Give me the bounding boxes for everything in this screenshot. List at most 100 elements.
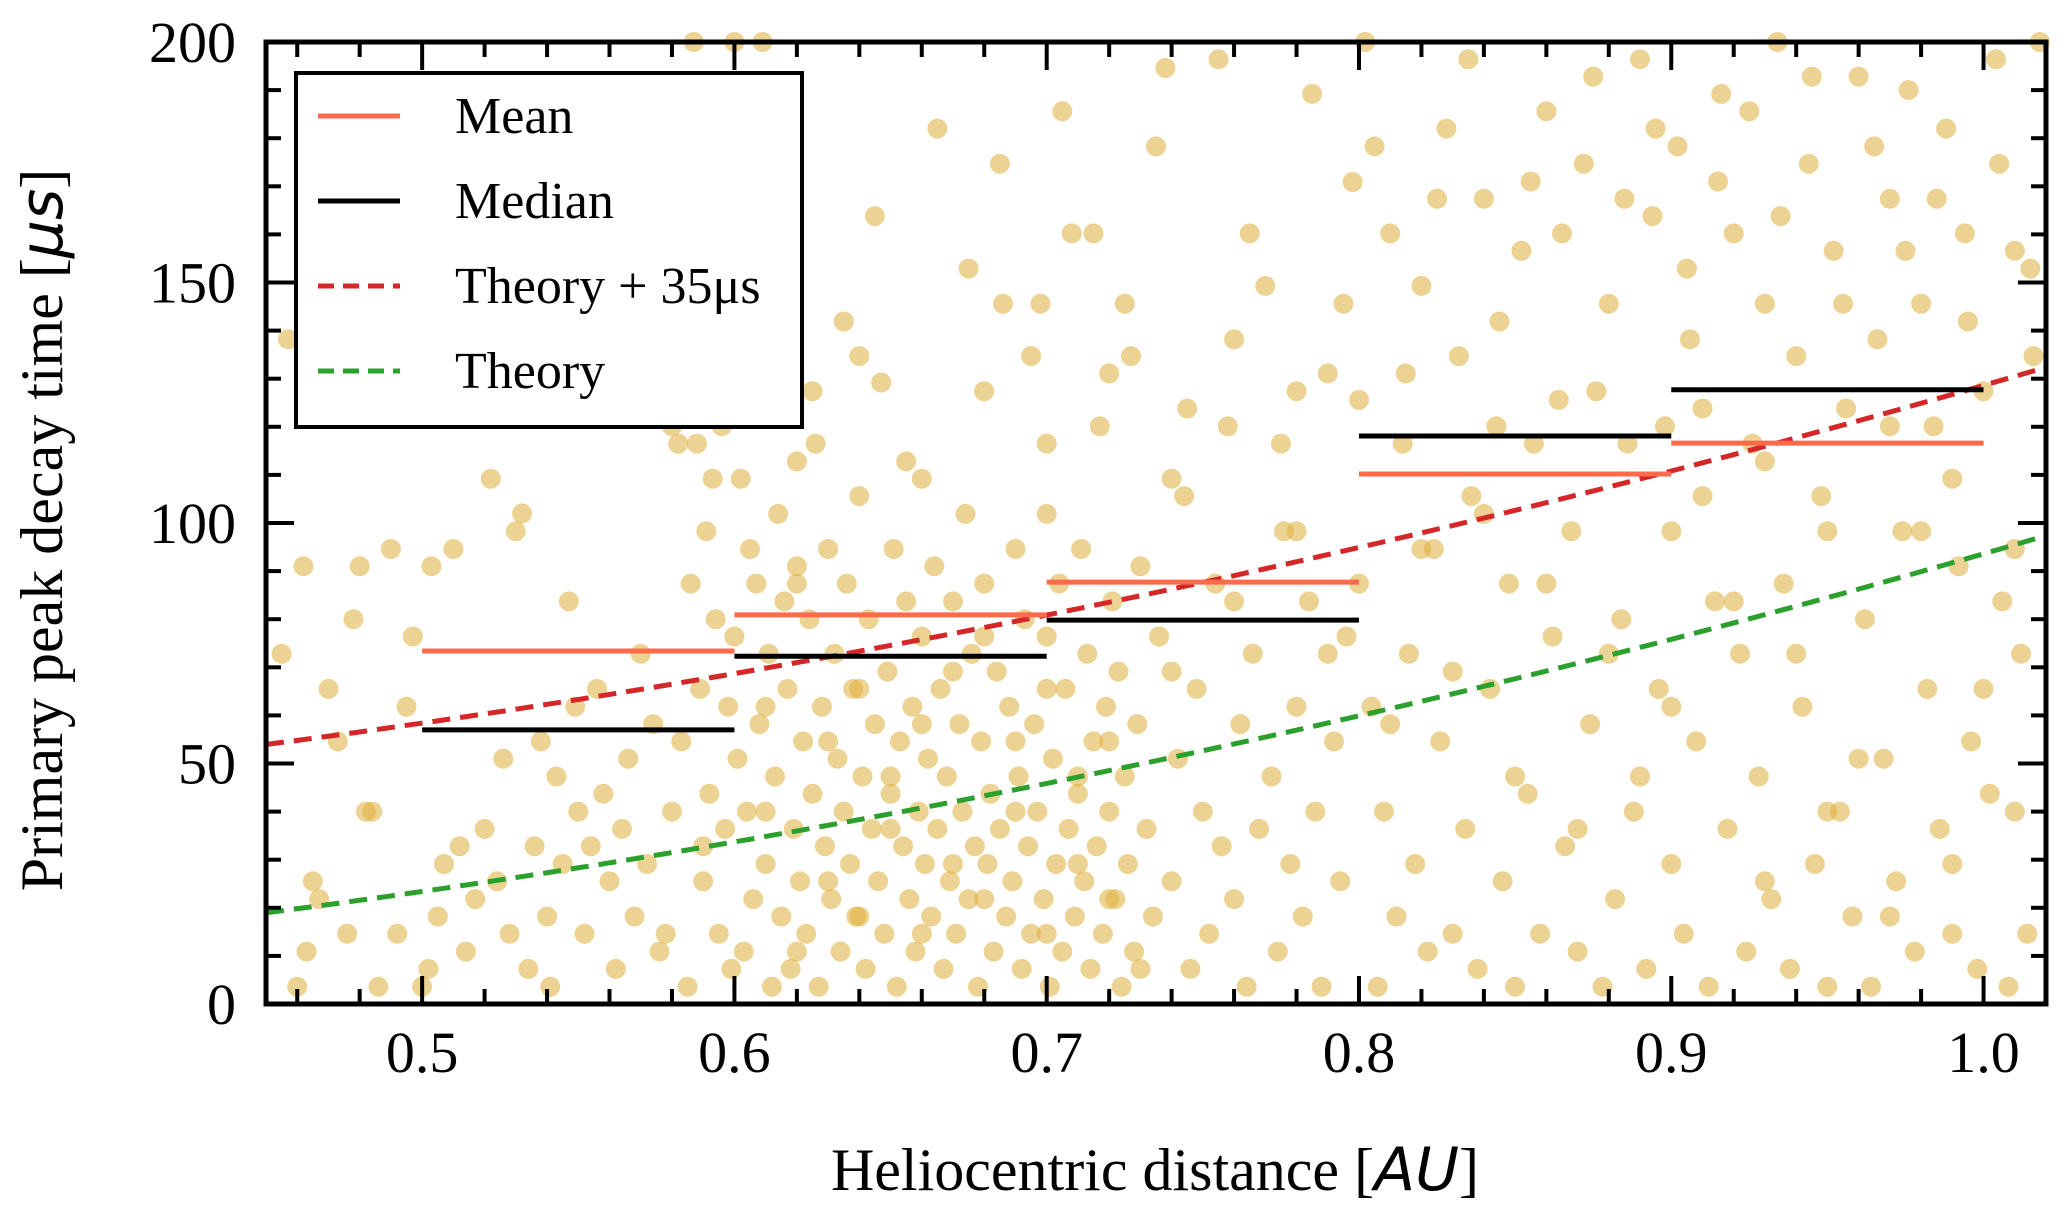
scatter-point — [818, 539, 839, 559]
legend-label: Mean — [455, 88, 573, 145]
scatter-point — [1286, 521, 1307, 542]
scatter-point — [765, 766, 785, 787]
scatter-point — [680, 573, 701, 594]
scatter-point — [974, 889, 995, 910]
scatter-point — [964, 836, 985, 857]
scatter-point — [480, 468, 501, 489]
scatter-point — [1311, 976, 1332, 997]
scatter-point — [1230, 714, 1251, 735]
scatter-point — [827, 748, 848, 769]
scatter-point — [1864, 136, 1885, 157]
x-axis-unit: AU — [1370, 1135, 1459, 1205]
scatter-point — [302, 871, 323, 892]
scatter-point — [449, 836, 470, 857]
scatter-point — [840, 854, 860, 874]
scatter-point — [1058, 818, 1079, 839]
scatter-point — [1873, 748, 1894, 769]
scatter-point — [914, 854, 935, 874]
scatter-point — [2023, 346, 2044, 367]
scatter-point — [1117, 854, 1138, 874]
scatter-point — [1833, 293, 1853, 314]
scatter-point — [1523, 433, 1544, 454]
scatter-point — [1270, 433, 1291, 454]
scatter-point — [1380, 223, 1401, 244]
scatter-point — [943, 591, 963, 612]
scatter-point — [1561, 521, 1582, 542]
scatter-point — [1848, 66, 1869, 87]
scatter-point — [799, 609, 820, 630]
scatter-point — [1686, 731, 1707, 752]
scatter-point — [1018, 836, 1038, 857]
scatter-point — [1723, 223, 1744, 244]
scatter-point — [955, 503, 976, 524]
legend-label: Median — [455, 173, 614, 230]
scatter-point — [933, 958, 954, 979]
x-tick-label: 0.5 — [386, 1020, 459, 1085]
scatter-point — [989, 818, 1010, 839]
scatter-point — [1036, 678, 1057, 699]
scatter-point — [908, 801, 929, 822]
scatter-point — [786, 941, 807, 962]
scatter-point — [1064, 906, 1085, 927]
scatter-point — [849, 346, 870, 367]
scatter-point — [593, 783, 614, 804]
scatter-point — [1676, 258, 1697, 279]
scatter-point — [2017, 923, 2038, 944]
scatter-point — [1630, 766, 1650, 787]
scatter-point — [1448, 346, 1469, 367]
scatter-point — [1580, 714, 1601, 735]
scatter-point — [1199, 923, 1220, 944]
scatter-point — [1992, 591, 2013, 612]
scatter-point — [1052, 941, 1073, 962]
scatter-point — [1461, 486, 1482, 507]
scatter-point — [1842, 906, 1863, 927]
scatter-point — [1211, 836, 1232, 857]
scatter-point — [1392, 433, 1413, 454]
scatter-point — [277, 329, 298, 350]
scatter-point — [1773, 573, 1794, 594]
scatter-point — [1892, 521, 1913, 542]
scatter-point — [1161, 661, 1182, 682]
scatter-point — [421, 556, 442, 577]
scatter-point — [911, 626, 932, 647]
scatter-point — [718, 696, 739, 717]
scatter-point — [805, 433, 826, 454]
scatter-point — [1961, 731, 1982, 752]
scatter-point — [271, 643, 292, 664]
scatter-point — [1039, 976, 1060, 997]
scatter-point — [1036, 503, 1057, 524]
scatter-point — [1005, 801, 1026, 822]
scatter-point — [1473, 188, 1494, 209]
scatter-point — [427, 906, 448, 927]
scatter-point — [1092, 923, 1113, 944]
scatter-point — [540, 976, 561, 997]
scatter-point — [1520, 171, 1541, 192]
legend: Mean Median Theory + 35μs Theory — [294, 71, 804, 429]
scatter-point — [958, 258, 979, 279]
scatter-point — [986, 661, 1007, 682]
scatter-point — [936, 766, 957, 787]
y-axis-title: Primary peak decay time [μs] — [7, 169, 77, 892]
scatter-point — [1124, 941, 1145, 962]
scatter-point — [1614, 188, 1635, 209]
scatter-point — [1224, 329, 1245, 350]
scatter-point — [1680, 329, 1700, 350]
scatter-point — [1895, 240, 1916, 261]
scatter-point — [362, 801, 383, 822]
scatter-point — [296, 941, 317, 962]
scatter-point — [1102, 591, 1123, 612]
scatter-point — [830, 941, 851, 962]
scatter-point — [1705, 591, 1725, 612]
scatter-point — [1957, 311, 1978, 332]
scatter-point — [833, 801, 854, 822]
scatter-point — [1386, 906, 1407, 927]
scatter-point — [1417, 941, 1438, 962]
scatter-point — [749, 714, 770, 735]
scatter-point — [1317, 643, 1338, 664]
scatter-point — [1754, 871, 1775, 892]
scatter-point — [705, 609, 726, 630]
scatter-point — [1605, 889, 1626, 910]
scatter-point — [434, 854, 454, 874]
scatter-point — [1730, 643, 1750, 664]
scatter-point — [686, 433, 707, 454]
